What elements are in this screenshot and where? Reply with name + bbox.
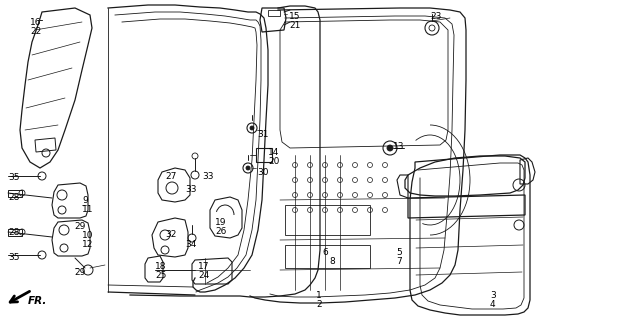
Circle shape xyxy=(246,166,250,170)
Text: 4: 4 xyxy=(490,300,495,309)
Text: 2: 2 xyxy=(316,300,322,309)
Text: FR.: FR. xyxy=(28,296,47,306)
Text: 29: 29 xyxy=(74,268,85,277)
Text: 33: 33 xyxy=(185,185,196,194)
Text: 30: 30 xyxy=(257,168,269,177)
Text: 12: 12 xyxy=(82,240,93,249)
Text: 21: 21 xyxy=(289,21,300,30)
Text: 23: 23 xyxy=(430,12,441,21)
Text: 35: 35 xyxy=(8,253,20,262)
Text: 7: 7 xyxy=(396,257,402,266)
Text: 19: 19 xyxy=(215,218,227,227)
Text: 35: 35 xyxy=(8,173,20,182)
Text: 5: 5 xyxy=(396,248,402,257)
Text: 9: 9 xyxy=(82,196,88,205)
Text: 3: 3 xyxy=(490,291,496,300)
Text: 22: 22 xyxy=(30,27,41,36)
Text: 33: 33 xyxy=(202,172,213,181)
Text: 15: 15 xyxy=(289,12,300,21)
Text: 16: 16 xyxy=(30,18,42,27)
Text: 25: 25 xyxy=(155,271,167,280)
Text: 31: 31 xyxy=(257,130,269,139)
Text: 13: 13 xyxy=(393,142,404,151)
Text: 34: 34 xyxy=(185,240,196,249)
Text: 14: 14 xyxy=(268,148,280,157)
Text: 11: 11 xyxy=(82,205,93,214)
Polygon shape xyxy=(8,190,22,197)
Text: 8: 8 xyxy=(329,257,335,266)
Text: 26: 26 xyxy=(215,227,227,236)
Text: 27: 27 xyxy=(165,172,177,181)
Text: 24: 24 xyxy=(198,271,209,280)
Text: 6: 6 xyxy=(322,248,327,257)
Text: 18: 18 xyxy=(155,262,167,271)
Text: 20: 20 xyxy=(268,157,280,166)
Text: 1: 1 xyxy=(316,291,322,300)
Text: 17: 17 xyxy=(198,262,209,271)
Circle shape xyxy=(250,126,254,130)
Text: 32: 32 xyxy=(165,230,177,239)
Text: 28: 28 xyxy=(8,228,20,237)
Text: 10: 10 xyxy=(82,231,93,240)
Text: 29: 29 xyxy=(74,222,85,231)
Text: 28: 28 xyxy=(8,193,20,202)
Circle shape xyxy=(387,145,393,151)
Polygon shape xyxy=(8,229,22,236)
